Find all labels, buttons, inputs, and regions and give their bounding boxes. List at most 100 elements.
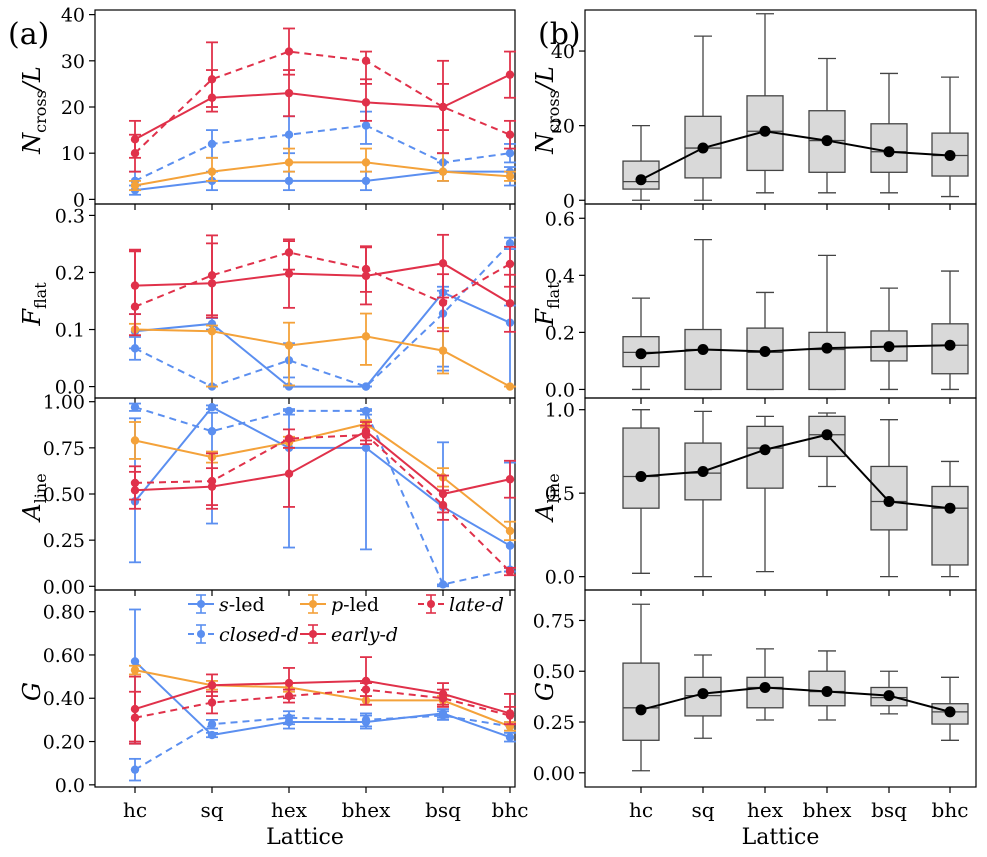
mean-point — [635, 174, 647, 186]
panel-b-row-1: 0.0 0.2 0.4 0.6 Fflat — [531, 203, 977, 404]
data-point — [130, 657, 140, 666]
y-tick-label: 0.5 — [545, 483, 575, 505]
y-tick-label: 40 — [61, 5, 85, 27]
box-bhc — [931, 76, 969, 198]
data-point — [361, 382, 371, 391]
x-tick-label: bsq — [425, 798, 461, 822]
mean-line — [640, 686, 951, 713]
legend-label: p-led — [331, 594, 379, 616]
box-iqr — [931, 485, 969, 566]
y-axis-label: Ncross/L — [531, 66, 563, 155]
data-point — [505, 239, 515, 248]
mean-point — [697, 688, 709, 700]
series-late-d — [129, 234, 516, 337]
legend-label: early-d — [331, 624, 398, 646]
y-tick-label: 0.00 — [43, 576, 85, 598]
mean-point — [635, 470, 647, 482]
series-early-d — [129, 421, 516, 514]
mean-point — [759, 681, 771, 693]
series-early-d — [129, 233, 516, 333]
box-iqr — [622, 662, 660, 741]
legend-marker — [427, 600, 435, 608]
mean-point — [883, 146, 895, 158]
y-axis-label: G — [18, 682, 46, 701]
data-point — [505, 382, 515, 391]
y-tick-label: 1.0 — [545, 400, 575, 422]
series-s-led — [129, 285, 516, 391]
data-point — [207, 720, 217, 729]
box-iqr — [684, 115, 722, 179]
panel-b-row-0: 0 20 40 Ncross/L — [531, 9, 977, 212]
series-late-d — [129, 682, 516, 745]
axes-frame — [584, 589, 977, 788]
series-line — [134, 161, 511, 187]
data-point — [130, 765, 140, 774]
legend-item-s-led: s-led — [188, 594, 265, 616]
legend-item-p-led: p-led — [300, 594, 379, 616]
y-tick-label: 0.25 — [43, 530, 85, 552]
box-hc — [622, 297, 660, 391]
x-tick-label: hc — [123, 798, 147, 822]
series-line — [134, 405, 511, 547]
data-point — [505, 70, 515, 79]
panel-b-row-2: 0.0 0.5 1.0 Aline — [531, 397, 977, 596]
box-iqr — [746, 425, 784, 489]
x-tick-label: bsq — [871, 798, 907, 822]
x-tick-label: hex — [747, 798, 784, 822]
data-point — [438, 500, 448, 510]
legend-marker — [309, 600, 317, 608]
box-iqr — [622, 427, 660, 509]
y-tick-label: 0.50 — [43, 484, 85, 506]
data-point — [284, 341, 294, 350]
data-point — [207, 427, 217, 436]
box-bhex — [808, 650, 846, 721]
data-point — [130, 148, 140, 158]
data-point — [505, 299, 515, 308]
data-point — [361, 685, 371, 694]
box-bhc — [931, 270, 969, 391]
panel-b-label: (b) — [538, 17, 581, 52]
data-point — [505, 541, 515, 550]
box-bhc — [931, 460, 969, 578]
panel-a-row-2: 0.00 0.25 0.50 0.75 1.00 Aline — [18, 392, 516, 598]
series-s-led — [129, 608, 516, 745]
legend-label: late-d — [449, 594, 504, 616]
data-point — [438, 259, 448, 268]
y-tick-label: 0.0 — [55, 775, 85, 797]
y-tick-label: 30 — [61, 51, 85, 73]
y-tick-label: 0.4 — [545, 265, 575, 287]
data-point — [361, 158, 371, 167]
x-tick-label: hc — [629, 798, 653, 822]
box-iqr — [684, 442, 722, 501]
mean-point — [635, 704, 647, 716]
data-point — [207, 476, 217, 486]
x-tick-label: bhex — [342, 798, 392, 822]
data-point — [284, 691, 294, 701]
data-point — [130, 302, 140, 311]
data-point — [207, 75, 217, 84]
axes-frame — [94, 589, 516, 788]
x-axis-label: Lattice — [742, 825, 820, 850]
mean-point — [697, 465, 709, 477]
legend: s-led closed-d p-led early-d late-d — [188, 594, 504, 646]
box-hex — [746, 415, 784, 573]
y-tick-label: 0.80 — [43, 602, 85, 624]
data-point — [284, 130, 294, 139]
x-tick-label: bhc — [492, 798, 529, 822]
data-point — [130, 478, 140, 488]
mean-point — [697, 344, 709, 355]
data-point — [284, 176, 294, 186]
data-point — [361, 121, 371, 130]
y-axis-label: Aline — [531, 473, 563, 522]
mean-point — [821, 342, 833, 354]
y-tick-label: 0.50 — [533, 661, 575, 683]
mean-point — [883, 341, 895, 353]
y-tick-label: 0.00 — [533, 763, 575, 785]
y-tick-label: 40 — [551, 41, 575, 63]
mean-point — [821, 429, 833, 441]
panel-a-row-1: 0.0 0.1 0.2 0.3 Fflat — [18, 203, 516, 404]
series-closed-d — [129, 402, 516, 589]
data-point — [438, 694, 448, 703]
box-sq — [684, 410, 722, 578]
series-s-led — [129, 161, 516, 196]
